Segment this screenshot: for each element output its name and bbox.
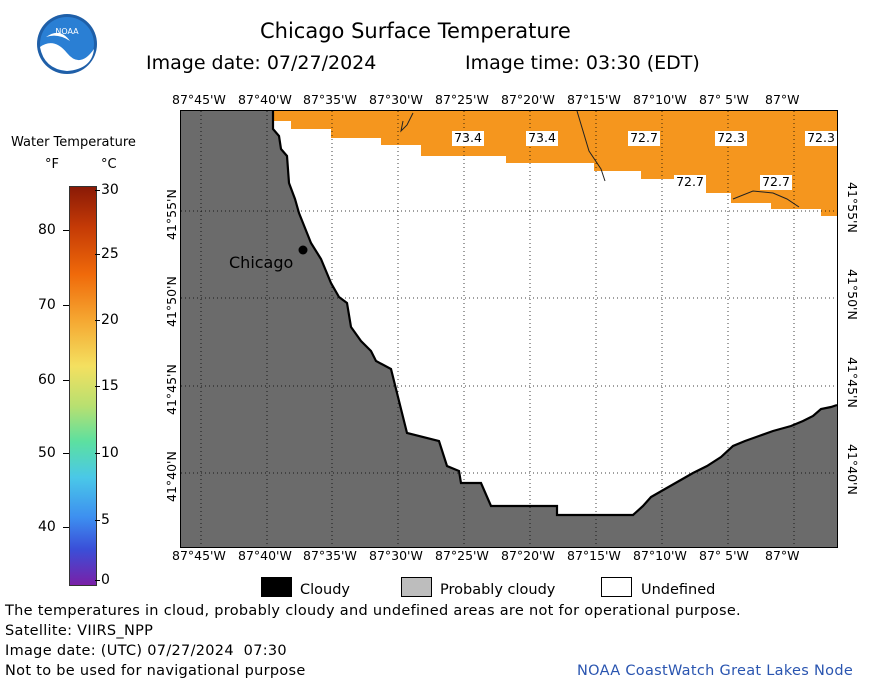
legend-c-tick: 0 — [101, 572, 110, 588]
lon-label-top: 87° 5'W — [699, 92, 749, 107]
legend-c-tick: 25 — [101, 246, 119, 262]
legend-c-tick-mark — [95, 254, 100, 255]
noaa-logo: NOAA — [37, 14, 97, 74]
probably-cloudy-label: Probably cloudy — [440, 582, 556, 598]
legend-c-tick-mark — [95, 453, 100, 454]
logo-text: NOAA — [55, 27, 79, 36]
legend-unit-c: °C — [101, 157, 117, 172]
lon-label-bottom: 87°25'W — [435, 548, 489, 563]
map-frame: 73.4 73.4 72.7 72.3 72.3 72.7 72.7 — [180, 110, 838, 548]
cloudy-swatch — [261, 577, 292, 597]
legend-f-tick-mark — [63, 380, 69, 381]
legend-f-tick: 70 — [38, 297, 56, 313]
city-label-chicago: Chicago — [229, 253, 294, 272]
lon-label-bottom: 87°10'W — [633, 548, 687, 563]
isotherm-line — [400, 112, 414, 133]
chicago-marker — [298, 245, 308, 255]
legend-title: Water Temperature — [11, 135, 136, 150]
lat-label-left: 41°40'N — [164, 451, 179, 502]
lon-label-top: 87°30'W — [369, 92, 423, 107]
nav-warning: Not to be used for navigational purpose — [5, 663, 306, 679]
probably-cloudy-swatch — [401, 577, 432, 597]
lon-label-top: 87°15'W — [567, 92, 621, 107]
image-date: Image date: 07/27/2024 — [146, 52, 377, 74]
lat-label-left: 41°50'N — [164, 276, 179, 327]
undefined-label: Undefined — [641, 582, 716, 598]
isotherm-label-bg — [628, 131, 660, 146]
legend-f-tick-mark — [63, 527, 69, 528]
legend-f-tick: 40 — [38, 519, 56, 535]
legend-f-tick-mark — [63, 453, 69, 454]
legend-c-tick: 30 — [101, 182, 119, 198]
legend-f-tick: 80 — [38, 222, 56, 238]
lat-label-left: 41°45'N — [164, 364, 179, 415]
color-scale-bar — [69, 186, 97, 586]
lon-label-top: 87°10'W — [633, 92, 687, 107]
map-canvas: 73.4 73.4 72.7 72.3 72.3 72.7 72.7 — [181, 111, 837, 547]
legend-c-tick: 10 — [101, 445, 119, 461]
lon-label-top: 87°40'W — [238, 92, 292, 107]
isotherm-line — [576, 111, 606, 182]
lon-label-bottom: 87°W — [765, 548, 800, 563]
undefined-swatch — [601, 577, 632, 597]
lake-surface-warm — [273, 111, 837, 216]
page-title: Chicago Surface Temperature — [260, 19, 571, 43]
cloudy-label: Cloudy — [300, 582, 350, 598]
lat-label-right: 41°45'N — [845, 357, 860, 408]
legend-c-tick: 20 — [101, 312, 119, 328]
lon-label-top: 87°25'W — [435, 92, 489, 107]
coastline — [271, 111, 837, 517]
legend-c-tick-mark — [95, 520, 100, 521]
lon-label-top: 87°20'W — [501, 92, 555, 107]
lon-label-top: 87°35'W — [303, 92, 357, 107]
legend-c-tick-mark — [95, 580, 100, 581]
legend-c-tick-mark — [95, 320, 100, 321]
lon-label-bottom: 87°20'W — [501, 548, 555, 563]
lat-label-right: 41°55'N — [845, 182, 860, 233]
lon-label-bottom: 87°30'W — [369, 548, 423, 563]
legend-f-tick-mark — [63, 230, 69, 231]
land-area — [181, 111, 837, 547]
isotherm-label: 72.3 — [717, 130, 745, 145]
lon-label-top: 87°W — [765, 92, 800, 107]
isotherm-label-bg — [805, 131, 837, 146]
lon-label-bottom: 87° 5'W — [699, 548, 749, 563]
legend-c-tick-mark — [95, 386, 100, 387]
credit-label: NOAA CoastWatch Great Lakes Node — [577, 663, 854, 679]
isotherm-label-bg — [674, 175, 706, 190]
isotherm-label: 72.7 — [676, 174, 704, 189]
lon-label-bottom: 87°45'W — [172, 548, 226, 563]
legend-c-tick: 15 — [101, 378, 119, 394]
legend-f-tick: 50 — [38, 445, 56, 461]
isotherm-label-bg — [760, 175, 792, 190]
isotherm-label: 72.3 — [807, 130, 835, 145]
lon-label-bottom: 87°40'W — [238, 548, 292, 563]
utc-date-label: Image date: (UTC) 07/27/2024 07:30 — [5, 643, 287, 659]
satellite-label: Satellite: VIIRS_NPP — [5, 623, 154, 639]
lat-label-right: 41°40'N — [845, 444, 860, 495]
lon-label-bottom: 87°15'W — [567, 548, 621, 563]
isotherm-label: 72.7 — [762, 174, 790, 189]
legend-f-tick-mark — [63, 305, 69, 306]
image-time: Image time: 03:30 (EDT) — [465, 52, 700, 74]
legend-c-tick-mark — [95, 190, 100, 191]
footer-note: The temperatures in cloud, probably clou… — [5, 603, 741, 619]
legend-f-tick: 60 — [38, 372, 56, 388]
lat-label-left: 41°55'N — [164, 189, 179, 240]
lat-label-right: 41°50'N — [845, 269, 860, 320]
lon-label-bottom: 87°35'W — [303, 548, 357, 563]
isotherm-label: 73.4 — [454, 130, 482, 145]
isotherm-label: 73.4 — [528, 130, 556, 145]
legend-c-tick: 5 — [101, 512, 110, 528]
isotherm-label: 72.7 — [630, 130, 658, 145]
isotherm-label-bg — [715, 131, 747, 146]
isotherm-label-bg — [526, 131, 558, 146]
lon-label-top: 87°45'W — [172, 92, 226, 107]
isotherm-line — [732, 190, 800, 208]
isotherm-label-bg — [452, 131, 484, 146]
legend-unit-f: °F — [45, 157, 59, 172]
